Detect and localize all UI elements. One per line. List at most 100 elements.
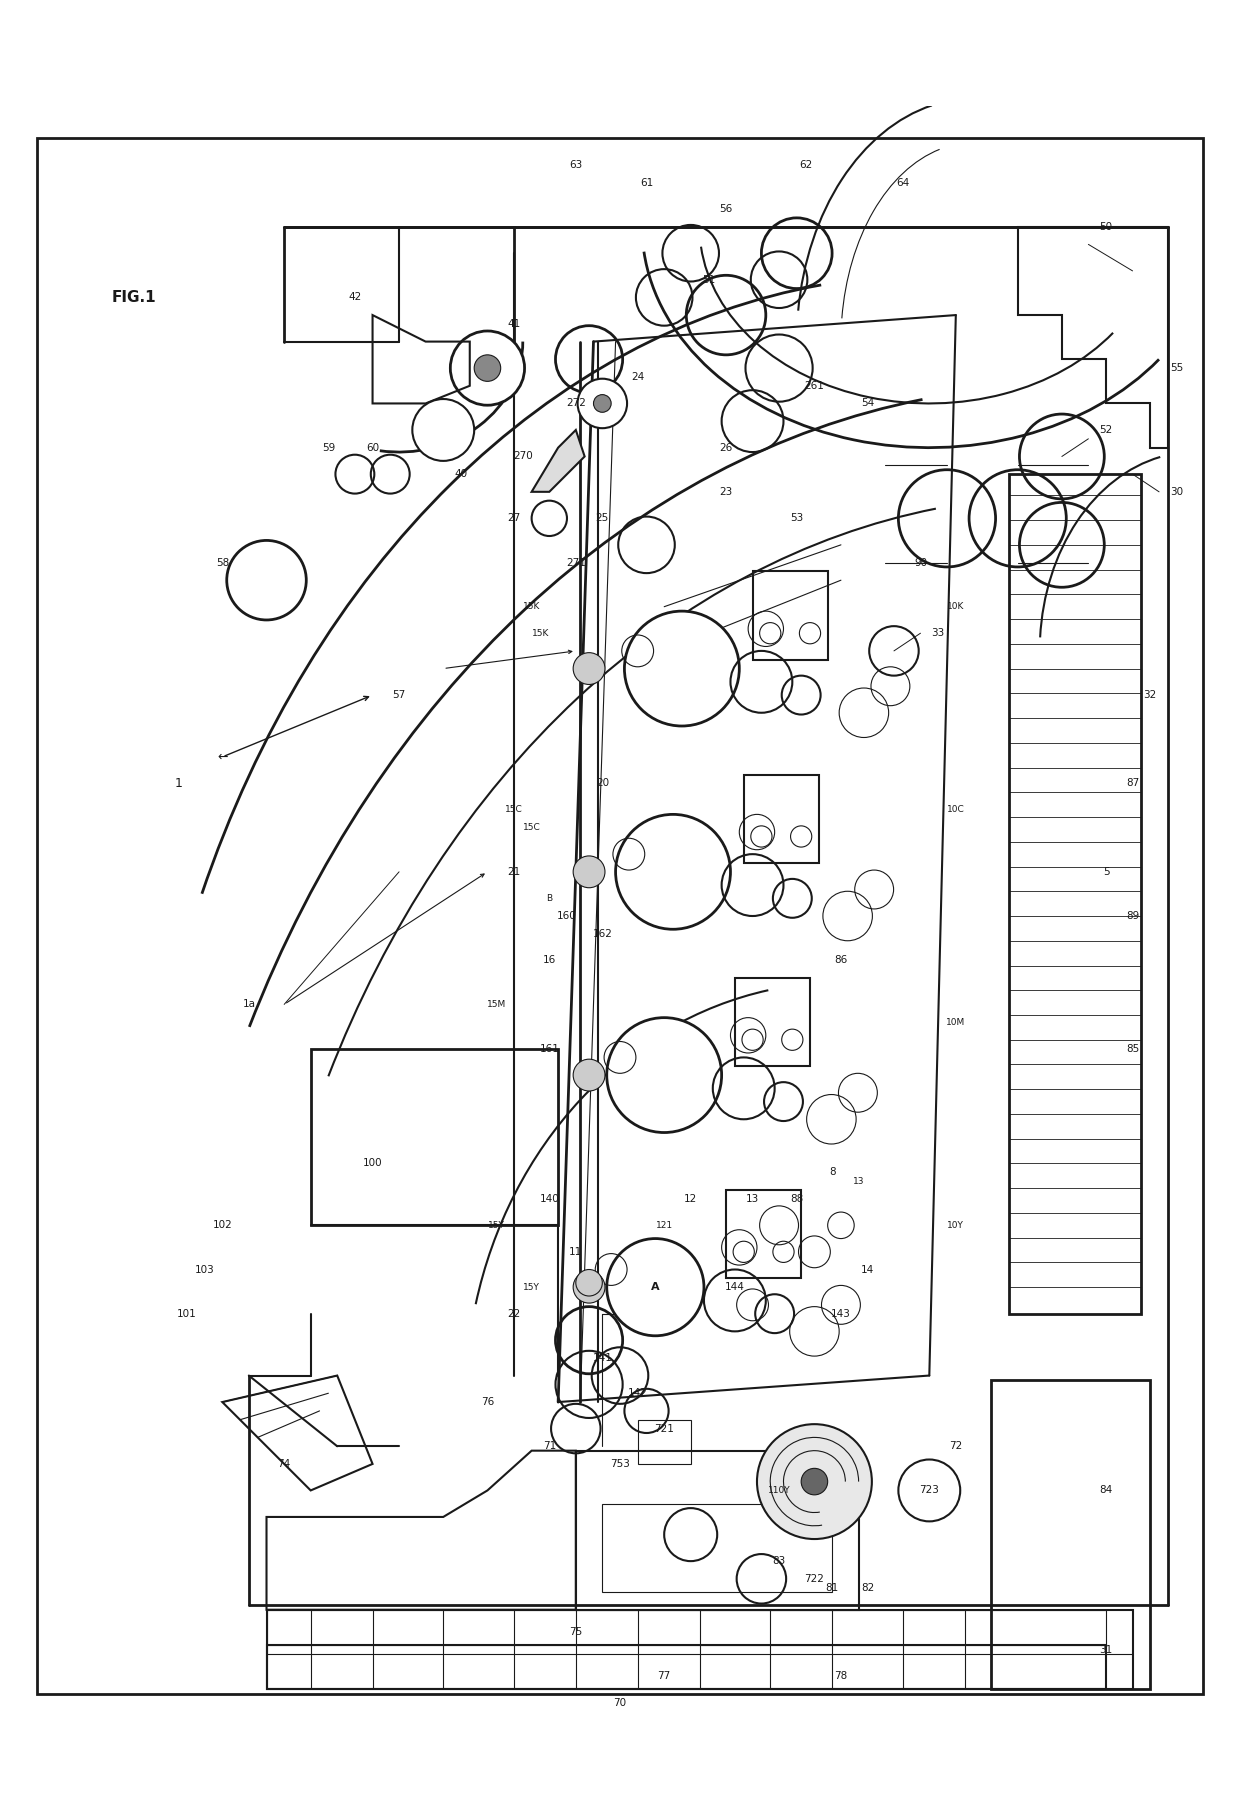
Text: 23: 23 [719,487,733,496]
Text: 16: 16 [543,956,556,965]
Circle shape [573,856,605,889]
Text: 101: 101 [177,1308,197,1319]
Text: 33: 33 [931,629,945,638]
Text: 74: 74 [278,1459,291,1468]
Bar [735,978,810,1067]
Text: 71: 71 [543,1441,556,1452]
Text: 13: 13 [853,1177,864,1187]
Text: 15K: 15K [532,629,549,638]
Text: 75: 75 [569,1626,583,1637]
Text: 89: 89 [1126,910,1140,921]
Text: 82: 82 [861,1583,874,1594]
Text: 753: 753 [610,1459,630,1468]
Text: B: B [547,894,552,903]
Text: 15C: 15C [505,805,523,814]
Bar [311,1048,558,1225]
Bar [991,1379,1151,1690]
Text: 15Y: 15Y [523,1283,541,1292]
Circle shape [625,611,739,727]
Circle shape [615,814,730,928]
Text: FIG.1: FIG.1 [112,291,156,305]
Text: 85: 85 [1126,1043,1140,1054]
Text: 64: 64 [897,178,909,187]
Text: 161: 161 [539,1043,559,1054]
Text: 77: 77 [657,1672,671,1681]
Text: 272: 272 [565,398,585,409]
Text: 32: 32 [1143,690,1157,700]
Text: 160: 160 [557,910,577,921]
Text: 50: 50 [1100,222,1112,233]
Text: 53: 53 [790,514,804,523]
Text: 59: 59 [321,443,335,452]
Text: 162: 162 [593,928,613,939]
Text: 31: 31 [1100,1644,1112,1655]
Text: 78: 78 [835,1672,848,1681]
Polygon shape [532,431,584,492]
Circle shape [756,1425,872,1539]
Text: 10C: 10C [947,805,965,814]
Text: 10K: 10K [947,601,965,611]
Text: 90: 90 [914,558,928,567]
Text: 81: 81 [826,1583,838,1594]
Text: 76: 76 [481,1397,494,1406]
Circle shape [573,652,605,685]
Text: 27: 27 [507,514,521,523]
Circle shape [573,1272,605,1303]
Circle shape [474,354,501,382]
Text: 26: 26 [719,443,733,452]
Text: 22: 22 [507,1308,521,1319]
Text: 10M: 10M [946,1018,966,1027]
Circle shape [606,1239,704,1335]
Text: 30: 30 [1171,487,1183,496]
Circle shape [450,331,525,405]
Text: 62: 62 [799,160,812,169]
Text: 25: 25 [595,514,609,523]
Text: 55: 55 [1171,363,1183,372]
Text: 5: 5 [1102,867,1110,878]
Bar [744,774,818,863]
Bar [603,1504,832,1592]
Text: 57: 57 [392,690,405,700]
Text: 10Y: 10Y [947,1221,965,1230]
Bar [637,1419,691,1465]
Circle shape [578,378,627,429]
Circle shape [801,1468,827,1495]
Text: 87: 87 [1126,778,1140,789]
Text: 11: 11 [569,1246,583,1257]
Text: 100: 100 [363,1159,382,1168]
Text: 722: 722 [805,1574,825,1584]
Circle shape [573,1059,605,1090]
Text: 61: 61 [640,178,653,187]
Text: 12: 12 [684,1194,697,1205]
Text: 144: 144 [725,1283,745,1292]
Text: 143: 143 [831,1308,851,1319]
Bar [1009,474,1141,1314]
Text: 271: 271 [565,558,585,567]
Bar [575,1450,858,1610]
Text: 84: 84 [1100,1486,1112,1495]
Text: 72: 72 [949,1441,962,1452]
Text: 142: 142 [627,1388,647,1399]
Text: 270: 270 [513,451,533,462]
Text: 141: 141 [593,1354,613,1363]
Bar [267,1610,1132,1690]
Text: 70: 70 [614,1697,626,1708]
Text: 15C: 15C [523,823,541,832]
Text: 21: 21 [507,867,521,878]
Circle shape [594,394,611,412]
Text: 52: 52 [1100,425,1112,434]
Text: 103: 103 [195,1265,215,1274]
Bar [753,571,827,660]
Circle shape [575,1270,603,1296]
Text: 721: 721 [655,1423,675,1434]
Text: 8: 8 [828,1167,836,1177]
Text: 60: 60 [366,443,379,452]
Bar [267,1644,1106,1690]
Text: 42: 42 [348,293,362,302]
Text: 13: 13 [746,1194,759,1205]
Text: 86: 86 [835,956,848,965]
Text: 15Y: 15Y [487,1221,505,1230]
Circle shape [413,400,474,462]
Text: 15K: 15K [523,601,541,611]
Text: 51: 51 [702,274,715,285]
